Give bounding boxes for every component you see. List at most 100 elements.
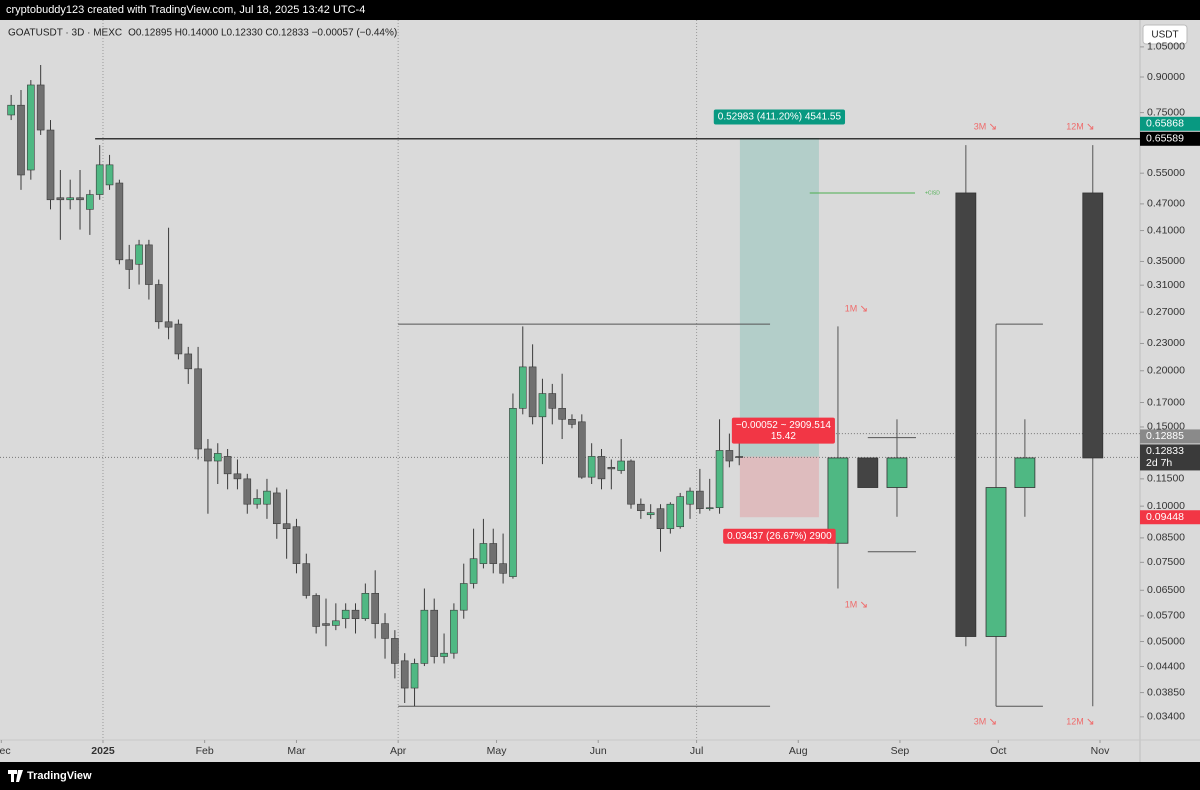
stop-zone	[739, 456, 819, 518]
position-label-text: −0.00052 ~ 2909.514	[736, 420, 832, 431]
symbol: GOATUSDT · 3D · MEXC	[8, 28, 122, 39]
y-tick-label: 0.55000	[1147, 167, 1185, 179]
candle-body	[233, 473, 242, 480]
candle-body	[194, 368, 202, 450]
y-tick-label: 1.05000	[1147, 41, 1185, 53]
candle-body	[538, 393, 547, 418]
x-tick-label: Nov	[1091, 745, 1110, 757]
candle-body	[479, 543, 488, 564]
candle-body	[292, 526, 301, 564]
x-tick-label: Jul	[690, 745, 703, 757]
projection-body	[1014, 457, 1036, 488]
x-tick-label: Sep	[891, 745, 910, 757]
candle-body	[558, 408, 566, 420]
candle-body	[381, 623, 389, 639]
y-tick-label: 0.75000	[1147, 106, 1185, 118]
candle-body	[86, 194, 94, 210]
y-tick-label: 0.47000	[1147, 198, 1185, 210]
price-label-bg	[1140, 444, 1200, 471]
candle-body	[95, 164, 104, 195]
candle-body	[578, 421, 586, 478]
position-label-bg	[731, 417, 835, 444]
y-tick-label: 0.23000	[1147, 337, 1185, 349]
x-tick-label: Mar	[287, 745, 306, 757]
y-tick-label: 0.03400	[1147, 711, 1185, 723]
candle-body	[715, 450, 724, 509]
candle-body	[735, 456, 744, 458]
annotation: 1M	[845, 303, 858, 313]
y-tick-label: 0.17000	[1147, 396, 1185, 408]
candle-body	[213, 453, 222, 462]
price-label: 0.65868	[1146, 118, 1184, 130]
y-tick-label: 0.10000	[1147, 500, 1185, 512]
projection-body	[955, 192, 977, 637]
candle-body	[528, 366, 537, 418]
candle-body	[253, 498, 261, 505]
candle-body	[548, 393, 557, 409]
candle-body	[371, 593, 379, 624]
candle-body	[125, 259, 134, 270]
y-tick-label: 0.07500	[1147, 556, 1185, 568]
annotation: 3M	[974, 121, 987, 131]
x-tick-label: Aug	[789, 745, 808, 757]
y-tick-label: 0.35000	[1147, 255, 1185, 267]
x-tick-label: Oct	[990, 745, 1006, 757]
candle-body	[568, 418, 576, 425]
ohlc-legend: O0.12895 H0.14000 L0.12330 C0.12833 −0.0…	[128, 28, 397, 39]
candle-body	[587, 456, 596, 478]
candle-body	[676, 496, 684, 528]
annotation-arrow	[1087, 123, 1094, 130]
candle-body	[154, 284, 163, 323]
candle-body	[204, 448, 212, 462]
currency[interactable]: USDT	[1151, 30, 1178, 41]
candle-body	[7, 104, 15, 116]
overlay: 1M 1M 3M 3M 12M 12M 0.52983 (411.20%) 4541.55 0…	[713, 109, 1094, 726]
candle-body	[420, 609, 429, 664]
candle-body	[115, 182, 124, 261]
annotation-arrow	[989, 718, 996, 725]
candle-body	[17, 104, 25, 176]
footer-bar	[0, 762, 1200, 790]
candle-body	[351, 609, 360, 619]
price-label: 0.65589	[1146, 133, 1184, 145]
brand: TradingView	[27, 770, 92, 782]
price-label-bg	[1140, 429, 1200, 444]
annotation: 3M	[974, 716, 987, 726]
candle-body	[459, 583, 468, 611]
candle-body	[666, 503, 675, 529]
target-label-bg	[713, 109, 846, 125]
price-label: 0.09448	[1146, 511, 1184, 523]
candle-body	[646, 512, 655, 516]
candle-body	[273, 492, 281, 525]
candle-body	[105, 164, 114, 186]
y-tick-label: 0.41000	[1147, 224, 1185, 236]
candle-body	[174, 323, 183, 355]
annotation: 12M	[1066, 716, 1084, 726]
candle-body	[263, 490, 271, 505]
y-tick-label: 0.06500	[1147, 584, 1185, 596]
logo	[8, 770, 23, 782]
y-tick-label: 0.90000	[1147, 71, 1185, 83]
annotation-arrow	[989, 123, 996, 130]
candle-body	[509, 408, 517, 577]
y-tick-label: 0.05700	[1147, 610, 1185, 622]
candle-body	[135, 244, 143, 265]
stop-label: 0.03437 (26.67%) 2900	[723, 528, 836, 544]
annotation: 12M	[1066, 121, 1084, 131]
candle-body	[627, 460, 635, 505]
candle-body	[696, 490, 704, 510]
annotation: 1M	[845, 599, 858, 609]
x-tick-label: Dec	[0, 745, 11, 757]
y-tick-label: 0.11500	[1147, 473, 1184, 485]
candle-body	[430, 609, 439, 657]
candle-body	[76, 197, 84, 201]
candle-body	[66, 197, 74, 201]
candle-body	[597, 456, 606, 480]
candle-body	[637, 503, 645, 511]
target-label: 0.52983 (411.20%) 4541.55	[713, 109, 846, 125]
candle-body	[361, 593, 370, 619]
currency-button[interactable]	[1142, 24, 1188, 45]
candle-body	[440, 652, 448, 657]
